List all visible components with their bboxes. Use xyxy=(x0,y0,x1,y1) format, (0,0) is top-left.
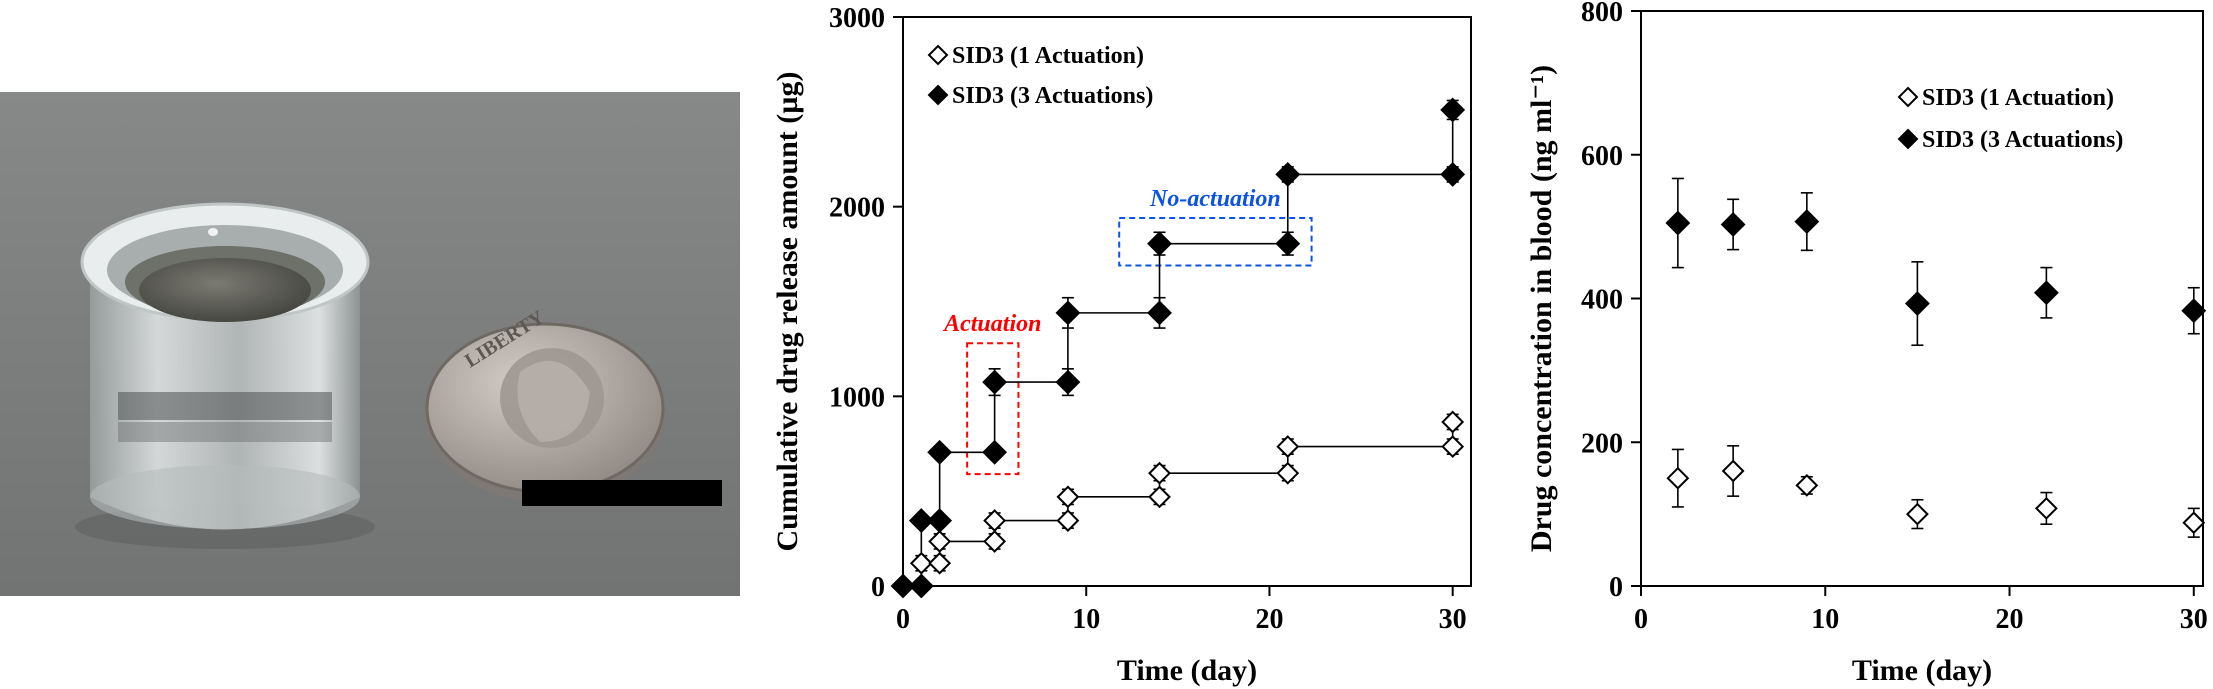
x-tick-label: 30 xyxy=(1439,604,1467,635)
x-tick-label: 10 xyxy=(1811,604,1839,635)
data-point xyxy=(983,530,1007,553)
data-point xyxy=(1056,509,1080,532)
x-tick-label: 20 xyxy=(1996,604,2024,635)
legend-marker xyxy=(927,84,949,106)
data-point xyxy=(1276,461,1300,485)
data-point xyxy=(908,508,934,533)
annotation-box xyxy=(966,342,1020,476)
y-tick-label: 0 xyxy=(1609,572,1623,603)
plot-frame xyxy=(902,16,1472,587)
x-tick-label: 0 xyxy=(896,604,910,635)
data-point xyxy=(982,439,1008,465)
annotation-label: Actuation xyxy=(942,311,1041,337)
data-point xyxy=(1148,461,1171,485)
legend-label: SID3 (3 Actuations) xyxy=(952,83,1153,109)
series-line xyxy=(903,421,1454,587)
x-tick-label: 20 xyxy=(1255,604,1283,635)
data-point xyxy=(909,551,933,575)
data-point xyxy=(1147,300,1172,326)
data-point xyxy=(890,573,916,599)
legend-label: SID3 (3 Actuations) xyxy=(1922,127,2123,153)
data-point xyxy=(1905,502,1929,526)
data-point xyxy=(1441,435,1465,459)
data-point xyxy=(1665,210,1691,236)
data-point xyxy=(1148,485,1171,509)
data-point xyxy=(983,509,1007,532)
data-point xyxy=(1795,473,1819,497)
data-point xyxy=(1440,97,1466,123)
y-tick-label: 400 xyxy=(1581,285,1623,316)
data-point xyxy=(927,508,953,533)
x-axis-label: Time (day) xyxy=(1852,654,1992,687)
x-tick-label: 30 xyxy=(2180,604,2208,635)
data-point xyxy=(1275,162,1301,187)
y-tick-label: 1000 xyxy=(829,382,885,413)
legend-marker xyxy=(927,44,949,66)
data-point xyxy=(928,530,952,553)
annotation-box xyxy=(1118,217,1313,267)
data-point xyxy=(1275,231,1301,257)
chart-legend: SID3 (1 Actuation) SID3 (3 Actuations) xyxy=(927,43,1153,109)
data-point xyxy=(2034,496,2058,520)
cumulative-release-chart: 0 10 20 30 0 1000 2000 3000 Actuation No-actuati… xyxy=(771,3,1472,687)
coin: LIBERTY xyxy=(425,306,665,502)
data-point xyxy=(2181,298,2207,324)
y-tick-label: 800 xyxy=(1581,0,1623,28)
data-point xyxy=(1666,466,1690,490)
legend-label: SID3 (1 Actuation) xyxy=(952,43,1144,69)
data-point xyxy=(1904,291,1930,316)
chart-legend: SID3 (1 Actuation) SID3 (3 Actuations) xyxy=(1897,85,2123,153)
data-point xyxy=(1440,162,1466,187)
device-photo-drawing: LIBERTY xyxy=(0,92,740,596)
y-axis-label: Drug concentration in blood (ng ml⁻¹) xyxy=(1525,65,1558,552)
data-point xyxy=(1055,369,1081,395)
y-tick-label: 3000 xyxy=(829,3,885,34)
data-point xyxy=(982,369,1008,395)
annotation-label: No-actuation xyxy=(1149,186,1281,212)
data-point xyxy=(1056,485,1080,509)
data-point xyxy=(1147,231,1172,257)
legend-marker xyxy=(1897,86,1919,108)
legend-label: SID3 (1 Actuation) xyxy=(1922,85,2114,111)
y-tick-label: 0 xyxy=(871,572,885,603)
data-point xyxy=(928,551,952,575)
legend-marker xyxy=(1897,128,1919,150)
y-tick-label: 200 xyxy=(1581,428,1623,459)
data-point xyxy=(908,573,934,599)
y-axis-label: Cumulative drug release amount (µg) xyxy=(771,71,804,551)
data-point xyxy=(2182,511,2206,535)
data-point xyxy=(1794,209,1820,235)
data-point xyxy=(1276,435,1300,459)
y-tick-label: 600 xyxy=(1581,141,1623,172)
data-point xyxy=(927,439,953,465)
y-tick-label: 2000 xyxy=(829,193,885,224)
data-point xyxy=(1720,212,1746,237)
device-photo: LIBERTY xyxy=(0,92,740,596)
data-point xyxy=(1055,300,1081,326)
data-point xyxy=(1721,459,1745,483)
data-point xyxy=(2033,280,2059,306)
device-body xyxy=(80,202,370,530)
scale-bar xyxy=(522,480,722,506)
x-axis-label: Time (day) xyxy=(1117,654,1257,687)
series-line xyxy=(903,109,1454,587)
data-point xyxy=(1441,410,1465,434)
x-tick-label: 10 xyxy=(1072,604,1100,635)
x-tick-label: 0 xyxy=(1634,604,1648,635)
magnet-disc xyxy=(139,258,311,322)
